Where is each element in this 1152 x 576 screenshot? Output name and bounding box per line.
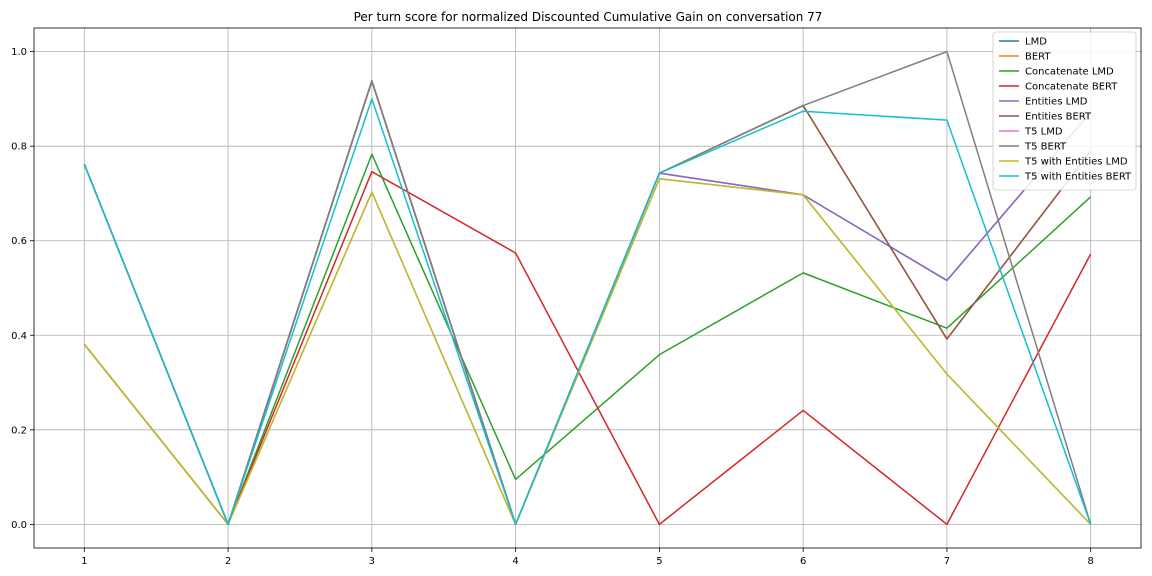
- x-tick-label: 8: [1087, 556, 1093, 567]
- axis-ticks: 1 2 3 4 5 6 7 8 0.0 0.2 0.4 0.6 0.8 1.0: [11, 47, 1094, 567]
- series-line-t5-bert: [83, 50, 1092, 526]
- x-tick-label: 6: [800, 556, 806, 567]
- series-line-t5-with-entities-bert: [83, 98, 1092, 526]
- series-line-bert: [83, 80, 1092, 526]
- y-tick-label: 0.6: [11, 236, 27, 247]
- y-tick-label: 0.8: [11, 142, 27, 153]
- x-tick-label: 4: [512, 556, 518, 567]
- x-tick-label: 7: [944, 556, 950, 567]
- y-tick-label: 0.4: [11, 331, 27, 342]
- legend-label: Entities BERT: [1025, 112, 1092, 123]
- chart-title: Per turn score for normalized Discounted…: [354, 10, 823, 24]
- legend: LMD BERT Concatenate LMD Concatenate BERT En…: [992, 31, 1137, 191]
- series-line-concatenate-lmd: [83, 153, 1092, 526]
- series-line-entities-lmd: [83, 80, 1092, 526]
- legend-label: T5 BERT: [1024, 142, 1067, 153]
- series-line-concatenate-bert: [83, 170, 1092, 526]
- legend-label: T5 with Entities BERT: [1024, 172, 1132, 183]
- series-lines: [83, 50, 1092, 526]
- series-line-entities-bert: [83, 80, 1092, 526]
- series-line-lmd: [83, 80, 1092, 526]
- legend-label: Entities LMD: [1025, 97, 1088, 108]
- grid-lines: [34, 28, 1141, 548]
- legend-label: Concatenate BERT: [1025, 82, 1118, 93]
- x-tick-label: 2: [225, 556, 231, 567]
- legend-box: [992, 31, 1137, 191]
- legend-label: BERT: [1025, 52, 1051, 63]
- x-tick-label: 1: [81, 556, 87, 567]
- legend-label: T5 LMD: [1024, 127, 1063, 138]
- x-tick-label: 5: [656, 556, 662, 567]
- series-line-t5-with-entities-lmd: [83, 178, 1092, 526]
- y-tick-label: 1.0: [11, 47, 27, 58]
- legend-label: Concatenate LMD: [1025, 67, 1114, 78]
- y-tick-label: 0.0: [11, 520, 27, 531]
- x-tick-label: 3: [369, 556, 375, 567]
- plot-frame: [33, 27, 1142, 549]
- legend-label: LMD: [1025, 37, 1047, 48]
- y-tick-label: 0.2: [11, 425, 27, 436]
- legend-label: T5 with Entities LMD: [1024, 157, 1128, 168]
